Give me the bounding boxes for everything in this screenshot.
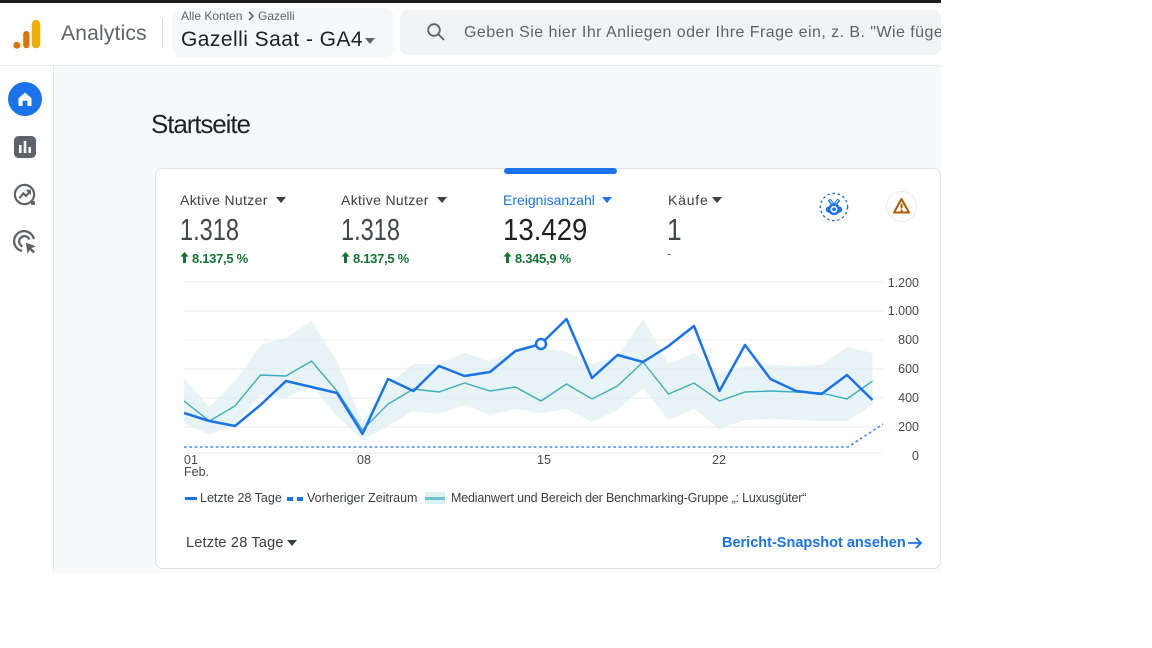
svg-text:800: 800 (898, 333, 919, 347)
svg-text:200: 200 (898, 420, 919, 434)
svg-text:15: 15 (537, 453, 551, 467)
svg-text:22: 22 (712, 453, 726, 467)
svg-text:400: 400 (898, 391, 919, 405)
svg-text:08: 08 (357, 453, 371, 467)
svg-text:Feb.: Feb. (184, 465, 209, 479)
svg-text:600: 600 (898, 362, 919, 376)
svg-text:01: 01 (184, 453, 198, 467)
svg-text:0: 0 (912, 449, 919, 463)
svg-text:1.200: 1.200 (888, 276, 919, 290)
svg-text:1.000: 1.000 (888, 304, 919, 318)
